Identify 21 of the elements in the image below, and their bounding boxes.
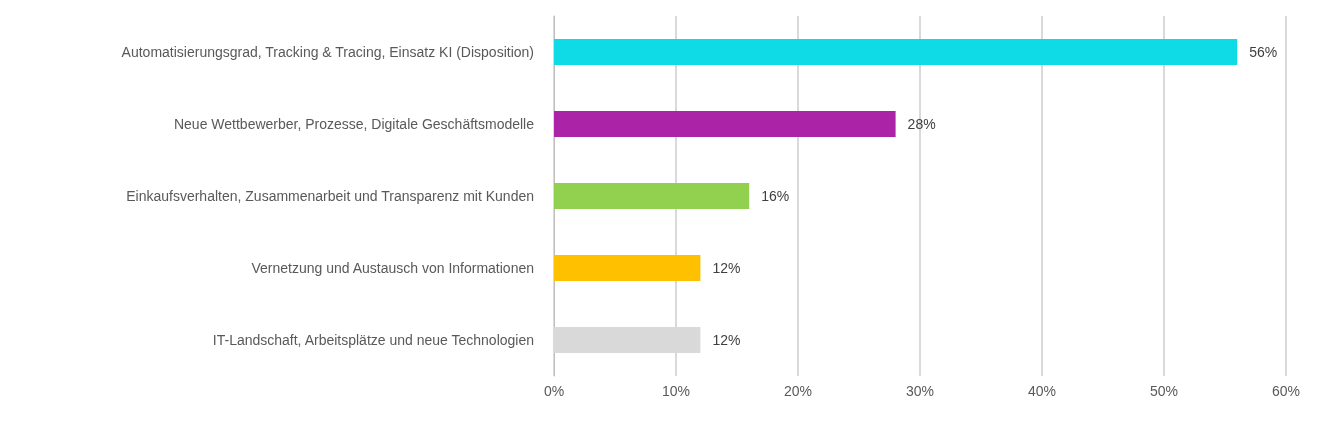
y-tick-label: Einkaufsverhalten, Zusammenarbeit und Transparenz mit Kunden (126, 188, 534, 204)
x-tick-label: 50% (1149, 383, 1179, 399)
x-tick-label: 30% (905, 383, 935, 399)
bar (554, 111, 896, 137)
x-tick-label: 0% (543, 383, 565, 399)
y-tick-label: Vernetzung und Austausch von Informationen (251, 260, 534, 276)
data-label: 16% (761, 188, 790, 204)
data-label: 12% (712, 260, 741, 276)
y-tick-label: Neue Wettbewerber, Prozesse, Digitale Geschäftsmodelle (173, 116, 535, 132)
x-tick-label: 40% (1027, 383, 1057, 399)
data-label: 28% (907, 116, 936, 132)
data-label: 12% (712, 332, 741, 348)
bar (554, 39, 1238, 65)
y-tick-label: Automatisierungsgrad, Tracking & Tracing, Einsatz KI (Disposition) (121, 44, 534, 60)
x-tick-label: 60% (1271, 383, 1301, 399)
bar (554, 255, 701, 281)
x-tick-label: 10% (661, 383, 691, 399)
data-label: 56% (1249, 44, 1278, 60)
y-tick-label: IT-Landschaft, Arbeitsplätze und neue Technologien (212, 332, 534, 348)
x-tick-label: 20% (783, 383, 813, 399)
bar (554, 183, 750, 209)
